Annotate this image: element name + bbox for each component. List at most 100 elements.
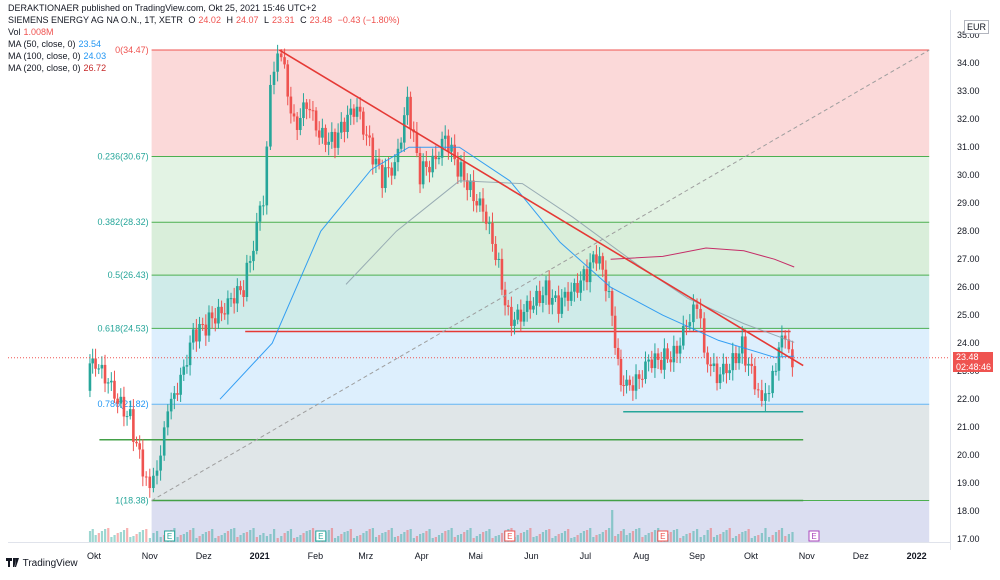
volume-bar [589, 528, 592, 542]
volume-bar [494, 536, 497, 542]
candle-body [176, 393, 179, 395]
volume-bar [381, 533, 384, 542]
volume-bar [390, 528, 393, 542]
volume-bar [784, 536, 787, 542]
volume-bar [333, 538, 337, 542]
candle-body [308, 108, 312, 111]
earnings-marker-letter: E [507, 532, 512, 541]
y-tick-label: 28.00 [957, 226, 980, 236]
candle-body [656, 353, 660, 360]
volume-bar [535, 536, 538, 542]
candle-body [488, 222, 491, 224]
candle-body [625, 379, 628, 386]
candle-body [182, 366, 186, 375]
candle-body [252, 250, 255, 262]
y-tick-label: 32.00 [957, 114, 980, 124]
volume-bar [100, 531, 104, 542]
volume-bar [441, 533, 444, 542]
volume-bar [500, 533, 504, 542]
volume-bar [760, 533, 763, 542]
candle-body [641, 378, 644, 380]
volume-bar [753, 536, 757, 542]
close-label: C [300, 15, 307, 25]
candle-body [695, 304, 699, 309]
candle-body [226, 298, 230, 315]
candle-body [333, 131, 337, 148]
ma100-label: MA (100, close, 0) [8, 51, 81, 61]
candle-body [718, 374, 722, 384]
candle-body [554, 295, 557, 298]
volume-bar [302, 533, 305, 542]
candle-body [311, 110, 315, 112]
candle-body [604, 269, 608, 292]
volume-bar [356, 536, 359, 542]
candle-body [756, 389, 760, 391]
candle-body [634, 374, 638, 391]
volume-bar [738, 534, 741, 542]
volume-bar [692, 531, 695, 542]
volume-bar [625, 535, 628, 542]
volume-bar [286, 531, 289, 542]
y-tick-label: 22.00 [957, 394, 980, 404]
volume-bar [478, 534, 482, 542]
ma50-line [219, 146, 795, 400]
candle-body [390, 167, 393, 176]
candle-body [255, 221, 259, 251]
volume-bar [526, 530, 529, 542]
volume-bar [252, 528, 255, 542]
candle-body [475, 201, 479, 206]
volume-bar [719, 534, 722, 542]
candle-body [110, 380, 113, 383]
candle-body [644, 361, 647, 380]
candle-body [532, 305, 535, 310]
fib-zone-extension [151, 500, 930, 542]
volume-bar [529, 528, 532, 542]
candle-body [699, 308, 702, 319]
volume-bar [113, 535, 116, 542]
volume-bar [262, 533, 265, 542]
price-axis-divider [950, 10, 951, 550]
y-tick-label: 35.00 [957, 30, 980, 40]
candle-body [148, 476, 152, 489]
candle-body [582, 269, 586, 281]
volume-bar [415, 536, 419, 542]
candle-body [576, 282, 579, 293]
volume-bar [601, 532, 604, 542]
candle-body [91, 358, 94, 364]
candle-body [610, 291, 614, 316]
candle-body [305, 102, 308, 109]
candle-body [513, 319, 516, 326]
tradingview-footer[interactable]: TradingView [6, 558, 78, 569]
volume-bar [419, 534, 422, 542]
x-tick-label: Nov [142, 551, 159, 561]
candle-body [302, 102, 305, 118]
volume-bar [466, 530, 469, 542]
volume-bar [764, 528, 767, 542]
candle-body [100, 364, 104, 369]
y-tick-label: 34.00 [957, 58, 980, 68]
currency-label[interactable]: EUR [964, 20, 990, 34]
volume-bar [682, 536, 685, 542]
ma100-line: MA (100, close, 0) 24.03 [8, 51, 109, 61]
volume-bar [327, 530, 330, 542]
volume-bar [741, 532, 744, 542]
candle-body [141, 449, 145, 477]
x-tick-label: Okt [87, 551, 102, 561]
candle-body [737, 353, 741, 364]
earnings-marker-icon [504, 530, 516, 542]
candle-body [374, 158, 378, 165]
candle-body [362, 111, 365, 135]
volume-bar [368, 529, 371, 542]
ma50-value: 23.54 [78, 39, 102, 49]
earnings-marker-icon [164, 530, 176, 542]
volume-bar [330, 528, 334, 542]
volume-bar [771, 535, 774, 542]
candle-body [122, 396, 126, 417]
volume-bar [412, 538, 415, 542]
volume-bar [400, 534, 403, 542]
candle-body [712, 363, 716, 367]
candle-body [681, 325, 685, 346]
